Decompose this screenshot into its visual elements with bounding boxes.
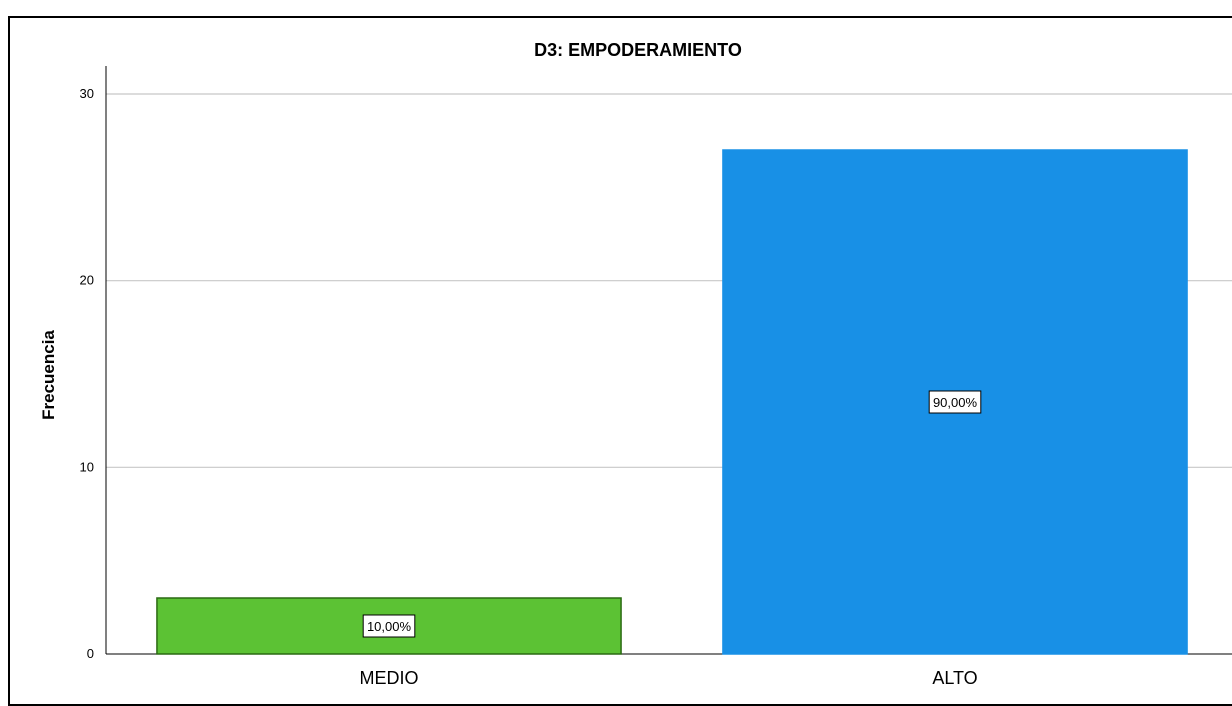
y-axis-label: Frecuencia <box>39 330 58 420</box>
chart-title: D3: EMPODERAMIENTO <box>534 40 742 60</box>
y-tick-label: 0 <box>87 646 94 661</box>
chart-frame: D3: EMPODERAMIENTO Frecuencia 10,00% 90,0… <box>8 16 1232 706</box>
data-label-box <box>928 390 982 414</box>
data-labels: 10,00% 90,00% <box>362 390 982 638</box>
y-tick-label: 30 <box>80 86 94 101</box>
y-tick-label: 20 <box>80 273 94 288</box>
data-label: 90,00% <box>933 395 978 410</box>
x-tick-label: ALTO <box>932 668 977 688</box>
x-tick-label: MEDIO <box>359 668 418 688</box>
data-label: 10,00% <box>367 619 412 634</box>
bars <box>156 149 1188 655</box>
bar-chart: D3: EMPODERAMIENTO Frecuencia 10,00% 90,0… <box>39 40 1232 688</box>
y-tick-label: 10 <box>80 459 94 474</box>
tick-labels: 0 10 20 30 MEDIO ALTO <box>80 86 978 688</box>
data-label-box <box>362 614 416 638</box>
